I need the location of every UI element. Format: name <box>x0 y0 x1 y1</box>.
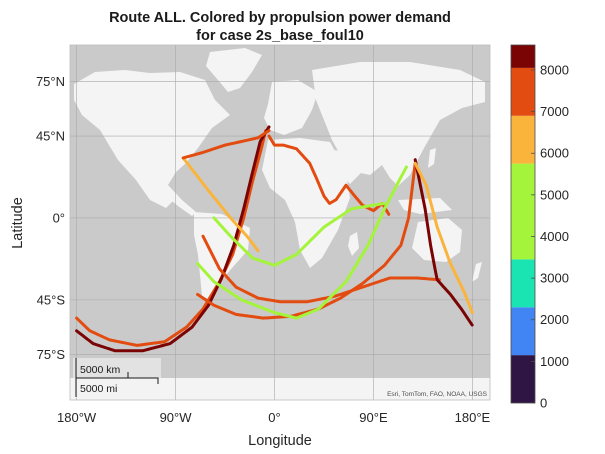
greenland-landmass <box>206 48 262 92</box>
colorbar-bin <box>511 67 535 116</box>
colorbar-tick-label: 8000 <box>540 62 569 77</box>
asia-landmass <box>312 62 485 186</box>
chart-title-line1: Route ALL. Colored by propulsion power d… <box>109 10 451 26</box>
colorbar-tick-label: 5000 <box>540 187 569 202</box>
lat-tick-label: 45°S <box>37 292 66 307</box>
land-masses <box>70 48 490 400</box>
route-line <box>75 129 268 347</box>
colorbar-tick-label: 0 <box>540 396 547 411</box>
colorbar-tick-label: 4000 <box>540 229 569 244</box>
colorbar-tick-label: 1000 <box>540 354 569 369</box>
africa-landmass <box>262 138 350 268</box>
colorbar: 0 1000 2000 3000 4000 5000 6000 7000 8000 <box>510 44 569 411</box>
scale-bar-mi-line <box>75 377 159 397</box>
lat-tick-label: 0° <box>53 210 65 225</box>
route-line <box>196 161 417 320</box>
lon-tick-label: 180°W <box>57 410 97 425</box>
route-line <box>196 165 408 320</box>
route-line <box>75 125 271 353</box>
route-line <box>181 156 260 253</box>
route-line <box>201 234 441 304</box>
colorbar-tick-label: 2000 <box>540 312 569 327</box>
north-america-landmass <box>74 70 230 208</box>
lon-tick-label: 90°W <box>160 410 193 425</box>
lon-tick-labels: 180°W 90°W 0° 90°E 180°E <box>57 410 491 425</box>
australia-landmass <box>412 218 462 262</box>
colorbar-frame <box>510 44 536 404</box>
lon-tick-label: 180°E <box>455 410 491 425</box>
japan-landmass <box>428 148 436 168</box>
antarctica-landmass <box>70 378 490 400</box>
map-area <box>70 45 490 400</box>
arabia-landmass <box>332 150 366 184</box>
lat-tick-label: 75°S <box>37 347 66 362</box>
lat-tick-label: 45°N <box>36 129 65 144</box>
colorbar-bin <box>511 163 535 212</box>
route-line <box>212 201 386 267</box>
scale-bar-km-label: 5000 km <box>80 364 121 376</box>
colorbar-bin <box>511 45 535 68</box>
y-axis-label: Latitude <box>10 197 26 249</box>
route-line <box>181 129 271 160</box>
map-frame <box>69 44 491 401</box>
colorbar-bin <box>511 211 535 260</box>
route-line <box>413 158 474 327</box>
route-line <box>267 134 391 216</box>
lon-tick-label: 90°E <box>359 410 388 425</box>
lon-tick-label: 0° <box>268 410 280 425</box>
scale-bar: 5000 km 5000 mi <box>73 358 161 398</box>
colorbar-tick-label: 7000 <box>540 104 569 119</box>
x-axis-label: Longitude <box>248 433 312 449</box>
lat-tick-labels: 75°N 45°N 0° 45°S 75°S <box>36 74 65 362</box>
colorbar-bin <box>511 355 535 403</box>
central-america-landmass <box>166 185 196 216</box>
europe-landmass <box>264 80 318 135</box>
madagascar-landmass <box>348 232 359 256</box>
chart-title-line2: for case 2s_base_foul10 <box>196 28 364 44</box>
map-attribution: Esri, TomTom, FAO, NOAA, USGS <box>387 391 488 398</box>
colorbar-bin <box>511 259 535 308</box>
new-zealand-landmass <box>472 262 482 282</box>
lat-tick-label: 75°N <box>36 74 65 89</box>
routes <box>75 125 474 353</box>
colorbar-tick-label: 6000 <box>540 146 569 161</box>
colorbar-bin <box>511 307 535 356</box>
scale-bar-mi-label: 5000 mi <box>80 383 117 395</box>
route-line <box>413 161 474 315</box>
colorbar-bin <box>511 115 535 164</box>
colorbar-tick-label: 3000 <box>540 271 569 286</box>
